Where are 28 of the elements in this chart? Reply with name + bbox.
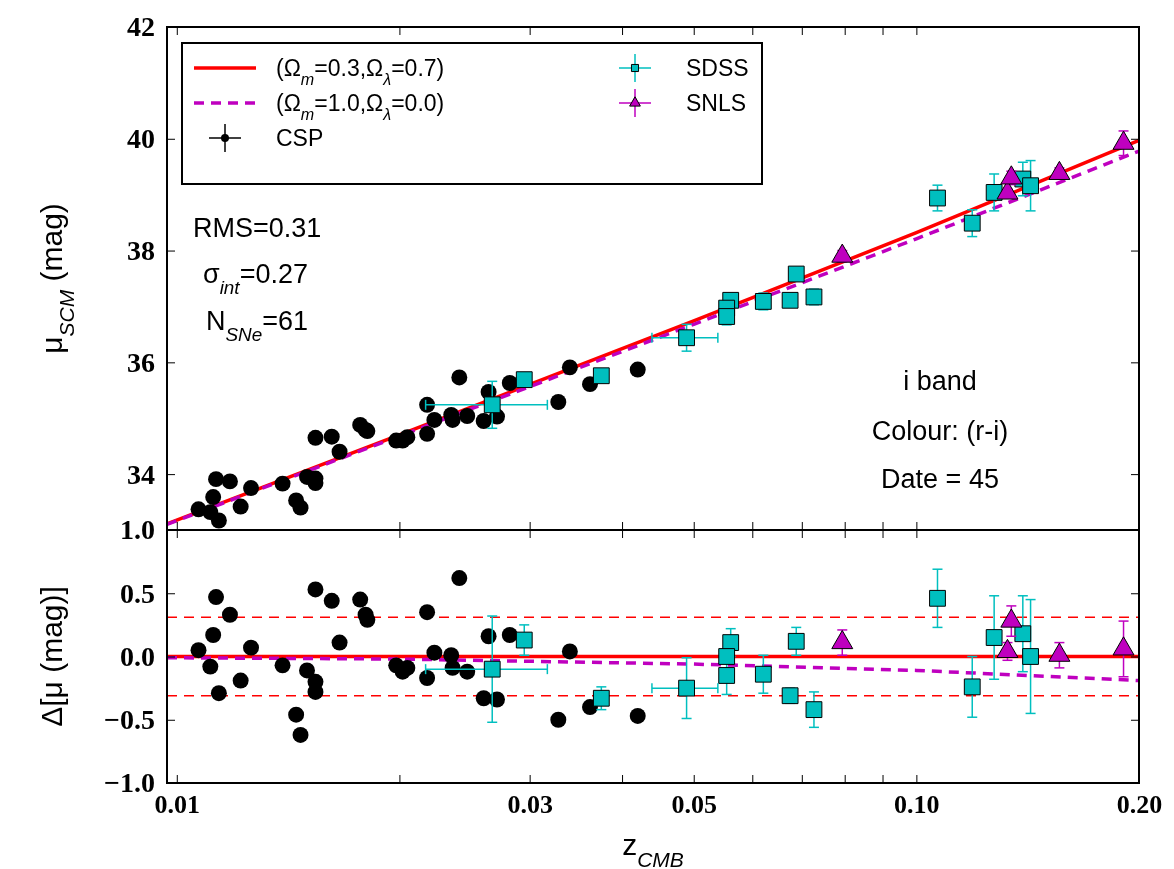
legend-label: SNLS — [686, 90, 747, 116]
legend-label: CSP — [276, 125, 324, 151]
legend-label: (Ω$_{m}$=0.3,Ω$_{λ}$=0.7) — [276, 55, 445, 88]
x-axis-title: z$_{CMB}$ — [622, 828, 684, 869]
x-tick-label: 0.03 — [507, 790, 553, 820]
x-tick-label: 0.05 — [671, 790, 717, 820]
annotation: i band — [903, 366, 977, 396]
x-tick-label: 0.01 — [154, 790, 201, 820]
annotation: Date = 45 — [881, 464, 999, 494]
y-tick-label: −1.0 — [104, 767, 155, 799]
y-tick-label: 0.0 — [120, 640, 155, 672]
y-tick-label: 34 — [127, 458, 155, 490]
y-tick-label: −0.5 — [104, 704, 155, 736]
y-tick-label: 0.5 — [120, 577, 155, 609]
x-tick-label: 0.10 — [894, 790, 940, 820]
y-axis-title: Δ[μ (mag)] — [35, 586, 68, 727]
annotation: N$_{SNe}$=61 — [206, 306, 309, 345]
legend-label: (Ω$_{m}$=1.0,Ω$_{λ}$=0.0) — [276, 90, 445, 123]
y-tick-label: 42 — [127, 11, 155, 43]
annotation: RMS=0.31 — [193, 213, 322, 243]
y-tick-label: 40 — [127, 123, 155, 155]
annotation: σ$_{int}$=0.27 — [203, 259, 308, 298]
y-tick-label: 38 — [127, 235, 155, 267]
y-tick-label: 1.0 — [120, 514, 155, 546]
y-tick-label: 36 — [127, 346, 155, 378]
x-tick-label: 0.20 — [1116, 790, 1163, 820]
annotation: Colour: (r-i) — [871, 416, 1009, 446]
legend-label: SDSS — [686, 55, 749, 81]
